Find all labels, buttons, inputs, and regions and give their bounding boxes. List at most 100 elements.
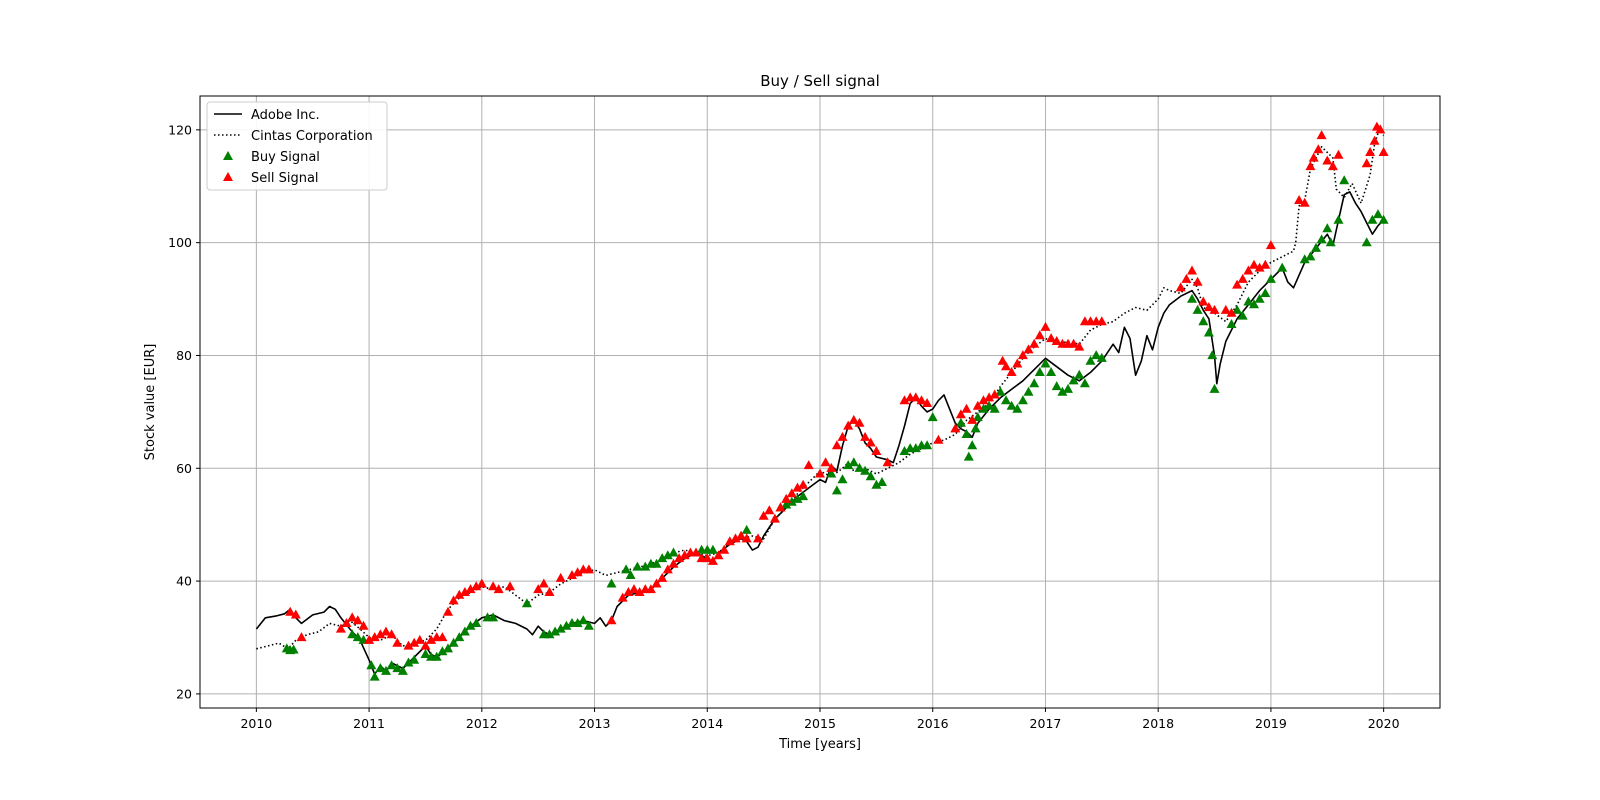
sell-signal-marker	[668, 558, 679, 568]
buy-signal-marker	[1001, 395, 1011, 405]
sell-signal-marker	[1361, 158, 1372, 168]
buy-signal-marker	[550, 626, 561, 636]
buy-signal-marker	[488, 612, 499, 622]
buy-signal-marker	[972, 412, 983, 422]
sell-signal-marker	[414, 634, 425, 644]
buy-signal-marker	[657, 553, 668, 563]
sell-signal-marker	[786, 488, 797, 498]
x-tick-label: 2010	[240, 716, 272, 731]
sell-signal-marker	[1074, 341, 1085, 351]
buy-signal-marker	[831, 485, 842, 495]
sell-signal-marker	[1365, 147, 1376, 156]
y-axis-title: Stock value [EUR]	[143, 344, 158, 461]
buy-signal-marker	[1085, 355, 1096, 365]
sell-signal-marker	[403, 640, 414, 650]
buy-signal-marker	[1203, 327, 1214, 337]
buy-signal-marker	[1029, 378, 1040, 388]
legend-buy-triangle-icon	[223, 151, 233, 160]
buy-signal-marker	[1207, 350, 1218, 360]
buy-signal-marker	[1333, 214, 1344, 224]
sell-signal-marker	[1068, 338, 1079, 348]
sell-signal-marker	[702, 553, 713, 563]
sell-signal-marker	[972, 400, 983, 410]
buy-signal-marker	[967, 440, 978, 450]
sell-signal-marker	[634, 587, 645, 596]
sell-signal-marker	[724, 536, 735, 546]
sell-signal-marker	[997, 355, 1008, 365]
buy-signal-marker	[854, 462, 865, 472]
buy-signal-marker	[431, 651, 442, 661]
buy-signal-marker	[1023, 386, 1034, 396]
sell-signal-marker	[781, 493, 792, 503]
buy-signal-marker	[1057, 386, 1068, 396]
sell-signal-marker	[465, 584, 476, 594]
buy-signal-marker	[955, 417, 966, 427]
buy-signal-marker	[375, 663, 386, 673]
buy-signal-marker	[651, 558, 662, 568]
buy-signal-marker	[927, 412, 938, 422]
buy-signal-marker	[1249, 299, 1259, 309]
sell-signal-marker	[1333, 149, 1344, 159]
y-tick-label: 100	[168, 235, 192, 250]
x-axis-title: Time [years]	[778, 737, 861, 752]
sell-signal-marker	[623, 587, 634, 596]
sell-signal-marker	[296, 632, 307, 642]
sell-signal-marker	[657, 572, 668, 582]
sell-signal-marker	[831, 440, 842, 450]
sell-signal-marker	[860, 431, 871, 441]
buy-signal-marker	[1046, 367, 1057, 376]
sell-signal-marker	[662, 564, 673, 574]
buy-signal-marker	[877, 477, 887, 486]
sell-signal-marker	[606, 615, 617, 625]
buy-signal-marker	[899, 446, 910, 455]
sell-signal-marker	[533, 584, 544, 594]
buy-signal-marker	[1277, 262, 1288, 272]
sell-signal-marker	[1012, 358, 1023, 368]
sell-signal-marker	[448, 595, 459, 605]
buy-signal-marker	[420, 649, 431, 658]
x-tick-label: 2012	[466, 716, 498, 731]
sell-signal-marker	[567, 570, 577, 579]
buy-signal-marker	[366, 660, 377, 670]
sell-signal-marker	[1040, 321, 1051, 331]
sell-signal-marker	[1260, 259, 1271, 269]
buy-signal-marker	[826, 468, 837, 478]
legend-label-sell: Sell Signal	[251, 171, 319, 186]
buy-signal-marker	[347, 629, 358, 639]
buy-signal-marker	[910, 443, 921, 453]
buy-signal-marker	[572, 618, 583, 627]
sell-signal-marker	[753, 533, 763, 543]
sell-signal-marker	[837, 431, 848, 441]
buy-signal-marker	[1074, 369, 1085, 379]
sell-signal-marker	[1192, 276, 1203, 286]
sell-signal-marker	[984, 392, 995, 402]
x-tick-label: 2020	[1368, 716, 1400, 731]
sell-signal-marker	[1249, 259, 1259, 269]
sell-signal-marker	[1378, 147, 1389, 156]
sell-signal-marker	[488, 581, 499, 591]
sell-signal-marker	[1220, 304, 1231, 314]
sell-signal-marker	[1046, 333, 1057, 343]
sell-signal-marker	[674, 553, 685, 563]
sell-signal-marker	[1369, 135, 1380, 145]
sell-signal-marker	[758, 510, 769, 520]
buy-signal-marker	[578, 615, 589, 625]
sell-signal-marker	[741, 533, 752, 543]
legend-label-cintas: Cintas Corporation	[251, 129, 373, 144]
sell-signal-marker	[764, 505, 775, 515]
sell-signal-marker	[1327, 161, 1338, 171]
sell-signal-marker	[1308, 152, 1319, 162]
sell-signal-marker	[1265, 240, 1276, 250]
buy-signal-marker	[409, 654, 420, 664]
buy-signal-marker	[403, 657, 414, 667]
sell-signal-marker	[967, 414, 978, 424]
buy-signal-marker	[606, 578, 617, 588]
buy-signal-marker	[521, 598, 532, 608]
sell-signal-marker	[1198, 296, 1209, 306]
buy-signal-marker	[1226, 319, 1237, 328]
sell-signal-marker	[1294, 195, 1305, 204]
sell-signal-marker	[1305, 161, 1316, 171]
buy-signal-marker	[922, 440, 933, 450]
sell-signal-marker	[803, 460, 814, 470]
